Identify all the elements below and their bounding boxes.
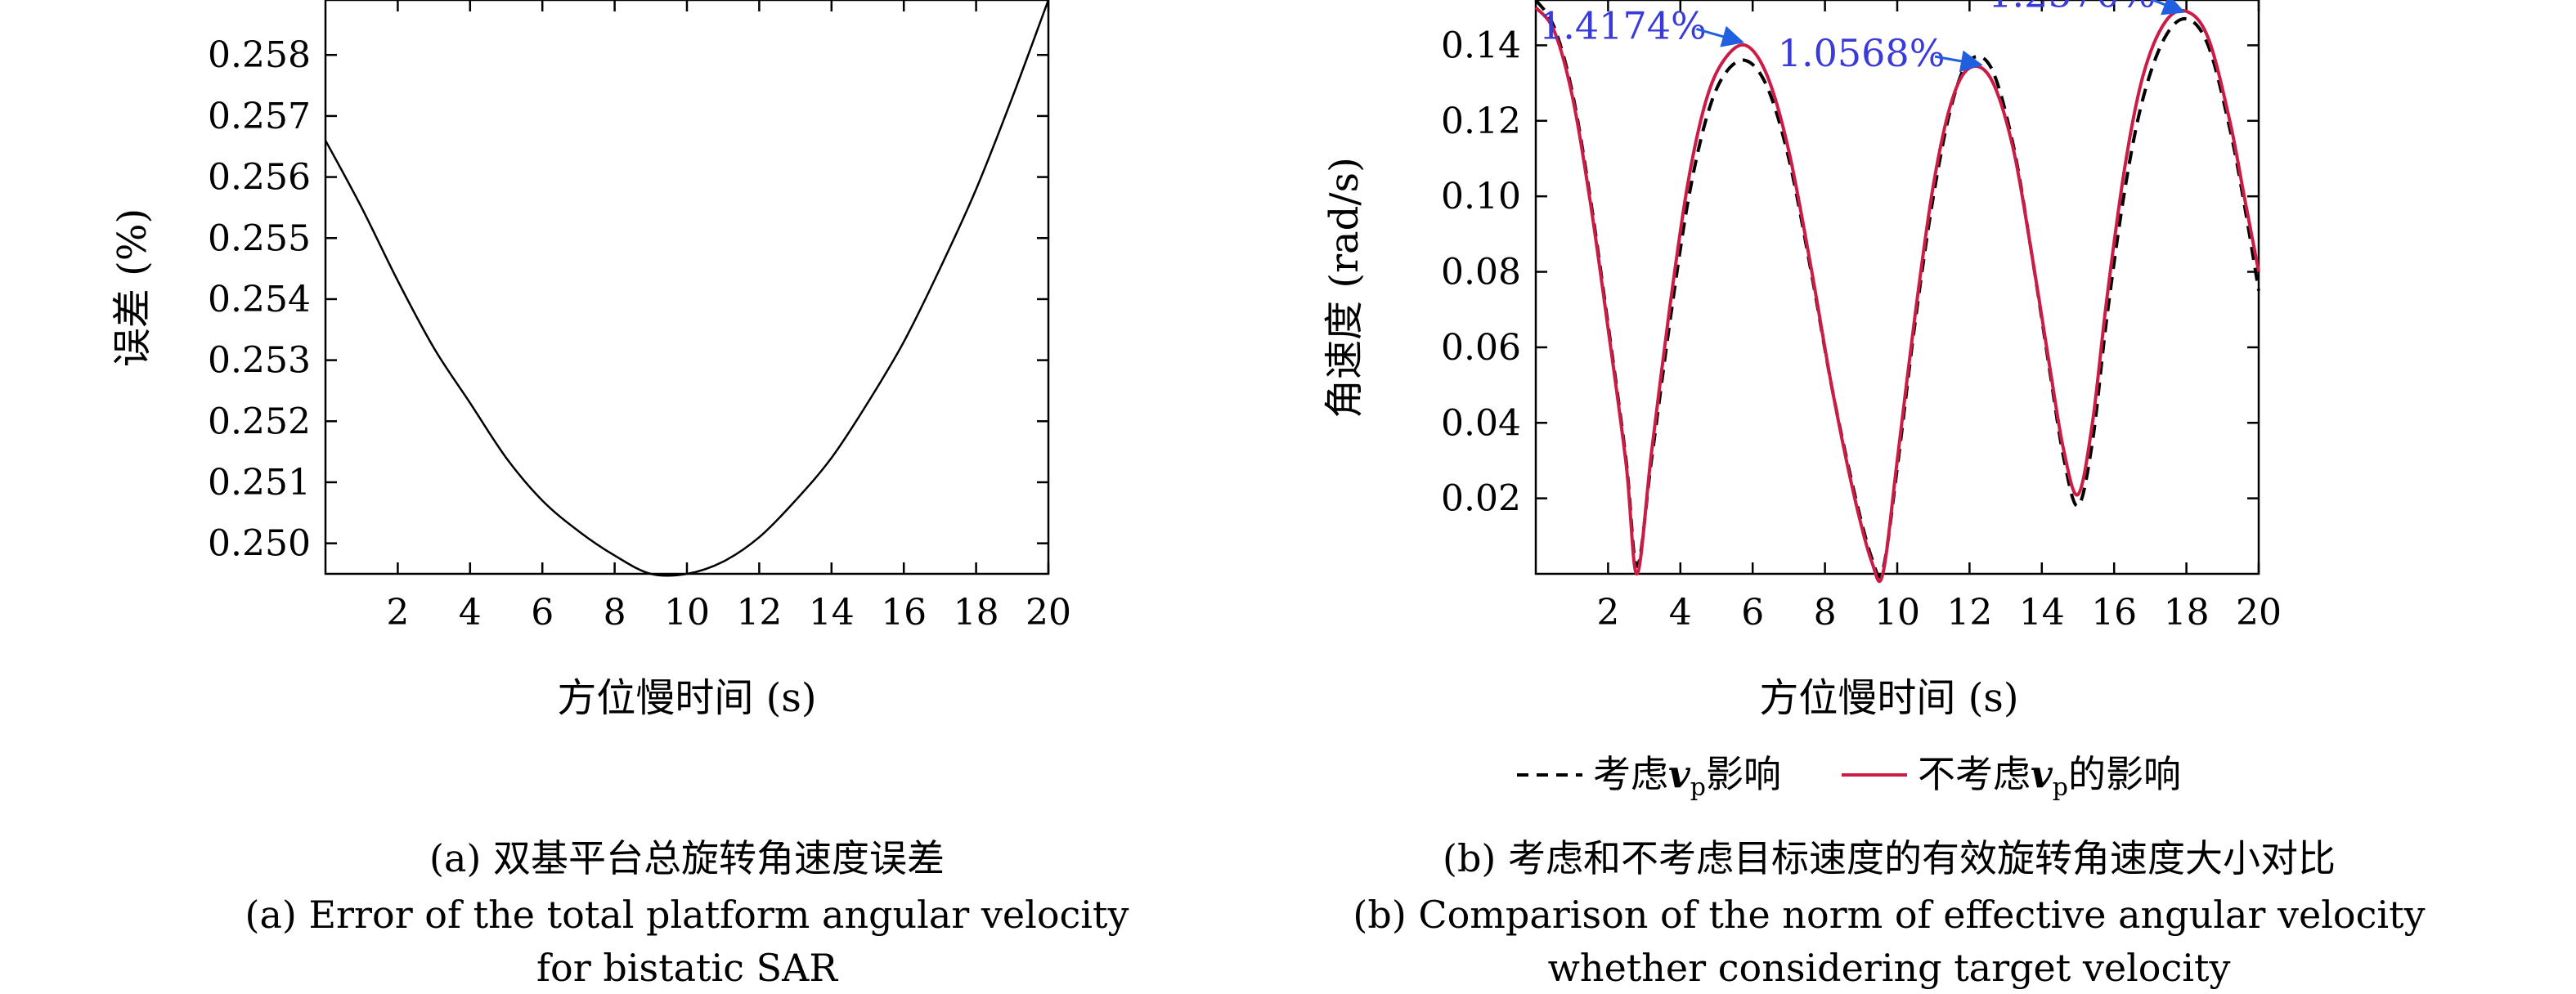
panel-a-axis-ticks: 2 4 6 8 10 12 14 16 18 20 0.250 0.251 0.252 0.253 0.25…	[208, 0, 1071, 634]
panel-a-caption-cn: (a) 双基平台总旋转角速度误差	[429, 836, 945, 880]
panel-b-series	[1534, 0, 2260, 584]
y-tick-label: 0.06	[1441, 327, 1521, 369]
y-tick-label: 0.02	[1441, 478, 1521, 520]
y-tick-label: 0.253	[208, 340, 311, 382]
peak-error-annotation: 1.4174%	[1539, 3, 1707, 47]
x-tick-label: 12	[1946, 592, 1992, 634]
panel-a-x-axis-label: 方位慢时间 (s)	[557, 675, 816, 721]
y-tick-label: 0.251	[208, 462, 311, 504]
panel-b-caption-cn: (b) 考虑和不考虑目标速度的有效旋转角速度大小对比	[1443, 836, 2336, 880]
y-tick-label: 0.250	[208, 523, 311, 565]
x-tick-label: 18	[954, 592, 999, 634]
x-tick-label: 6	[1741, 592, 1764, 634]
panel-b-x-axis-label: 方位慢时间 (s)	[1759, 675, 2018, 721]
panel-a-chart: 2 4 6 8 10 12 14 16 18 20 0.250 0.251 0.252 0.253 0.25…	[110, 0, 1129, 990]
x-tick-label: 18	[2164, 592, 2210, 634]
legend-label-dashed: 考虑vp影响	[1593, 752, 1781, 802]
y-tick-label: 0.252	[208, 401, 311, 442]
y-tick-label: 0.12	[1441, 101, 1521, 142]
x-tick-label: 14	[2019, 592, 2065, 634]
panel-b-axis-ticks: 2 4 6 8 10 12 14 16 18 20 0.02 0.04 0.06 0.08 0.10 0.12…	[1441, 0, 2282, 634]
x-tick-label: 14	[809, 592, 855, 634]
y-tick-label: 0.258	[208, 34, 311, 76]
x-tick-label: 10	[1874, 592, 1920, 634]
series-line-considering-vp	[1534, 0, 2260, 579]
panel-b-caption-en-line2: whether considering target velocity	[1548, 946, 2231, 990]
y-tick-label: 0.256	[208, 157, 311, 199]
panel-a-plot-frame	[324, 0, 1050, 575]
x-tick-label: 10	[664, 592, 710, 634]
series-line-not-considering-vp	[1534, 6, 2260, 584]
y-tick-label: 0.10	[1441, 176, 1521, 217]
y-tick-label: 0.254	[208, 279, 311, 320]
panel-b-caption-en-line1: (b) Comparison of the norm of effective …	[1353, 893, 2425, 937]
x-tick-label: 12	[736, 592, 782, 634]
panel-a-caption-en-line2: for bistatic SAR	[536, 946, 838, 990]
annotation-arrow	[1934, 50, 1983, 73]
annotation-arrow	[2149, 0, 2186, 16]
legend-label-solid: 不考虑vp的影响	[1918, 752, 2181, 802]
y-tick-label: 0.14	[1441, 25, 1521, 66]
y-tick-label: 0.04	[1441, 402, 1521, 444]
series-line	[324, 0, 1050, 577]
x-tick-label: 16	[881, 592, 927, 634]
x-tick-label: 4	[459, 592, 482, 634]
x-tick-label: 16	[2091, 592, 2137, 634]
panel-a-series	[324, 0, 1050, 577]
x-tick-label: 4	[1669, 592, 1692, 634]
annotation-arrow	[1695, 25, 1744, 47]
panel-b-plot-frame	[1534, 0, 2260, 575]
x-tick-label: 2	[386, 592, 409, 634]
x-tick-label: 8	[1814, 592, 1837, 634]
x-tick-label: 6	[531, 592, 554, 634]
x-tick-label: 2	[1596, 592, 1619, 634]
panel-a-caption-en-line1: (a) Error of the total platform angular …	[245, 893, 1129, 937]
panel-b-legend: 考虑vp影响 不考虑vp的影响	[1517, 752, 2181, 802]
panel-b-y-axis-label: 角速度 (rad/s)	[1322, 157, 1367, 419]
peak-error-annotation: 1.0568%	[1778, 31, 1945, 75]
x-tick-label: 20	[2236, 592, 2282, 634]
y-tick-label: 0.255	[208, 217, 311, 259]
x-tick-label: 8	[604, 592, 626, 634]
x-tick-label: 20	[1025, 592, 1071, 634]
panel-b-chart: 2 4 6 8 10 12 14 16 18 20 0.02 0.04 0.06 0.08 0.10 0.12…	[1322, 0, 2426, 990]
y-tick-label: 0.08	[1441, 252, 1521, 293]
panel-a-y-axis-label: 误差 (%)	[110, 208, 155, 367]
y-tick-label: 0.257	[208, 96, 311, 137]
